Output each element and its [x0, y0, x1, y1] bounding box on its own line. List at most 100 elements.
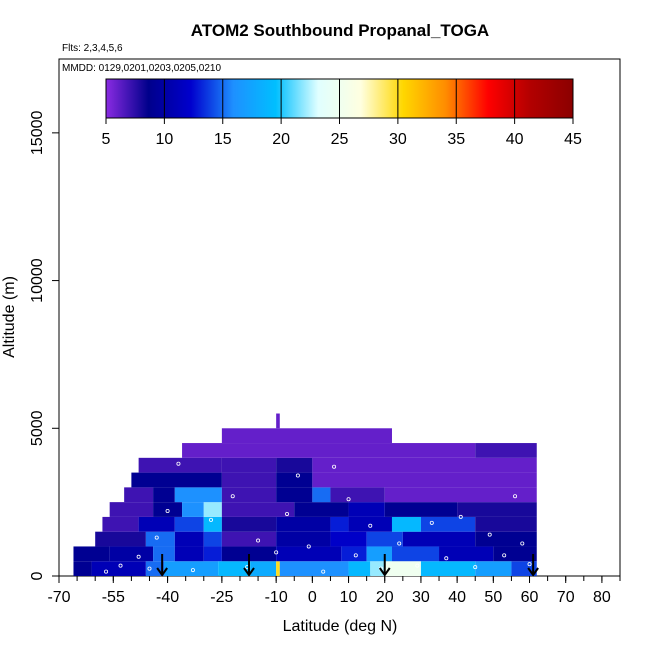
y-axis-label: Altitude (m) [1, 276, 18, 358]
sample-point [473, 565, 478, 570]
heatmap-cell [330, 487, 385, 503]
x-tick-label: 60 [521, 589, 539, 606]
heatmap-cell [457, 502, 537, 517]
heatmap-cell [391, 516, 421, 532]
heatmap-cell [366, 531, 403, 547]
colorbar-tick-label: 10 [155, 131, 173, 148]
sample-point [190, 568, 195, 573]
sample-point [444, 556, 449, 561]
colorbar: 5 10 15 20 25 30 35 40 45 [102, 78, 582, 148]
heatmap-cell [221, 487, 277, 503]
x-axis: -70 -55 -40 -25 -10 0 10 20 30 40 50 60 70 80 [47, 576, 621, 606]
heatmap-cell [330, 516, 349, 532]
sample-point [306, 544, 311, 549]
sample-point [256, 538, 261, 543]
y-tick-label: 10000 [29, 258, 46, 303]
sample-point [487, 532, 492, 537]
x-tick-label: -25 [210, 589, 233, 606]
y-axis: 0 5000 10000 15000 [29, 111, 59, 580]
heatmap-cell [138, 457, 222, 473]
heatmap-cell [91, 561, 146, 576]
heatmap-cell [102, 516, 139, 532]
heatmap-cell [174, 516, 204, 532]
heatmap-cell [384, 561, 421, 576]
heatmap-cell [402, 531, 476, 547]
heatmap-cell [391, 546, 440, 562]
heatmap-cell [475, 531, 537, 547]
heatmap-cell [475, 443, 537, 458]
heatmap-cell [475, 516, 537, 532]
y-tick-label: 5000 [29, 410, 46, 446]
heatmap-cell [312, 487, 331, 503]
heatmap-cell [109, 502, 154, 517]
heatmap-cell [384, 487, 537, 503]
sample-point [154, 535, 159, 540]
x-tick-label: 50 [484, 589, 502, 606]
chart-subtitle: Flts: 2,3,4,5,6 [62, 43, 123, 54]
heatmap-cell [203, 531, 222, 547]
x-tick-label: 0 [308, 589, 317, 606]
heatmap-cell [276, 516, 331, 532]
heatmap-cell [153, 546, 175, 562]
heatmap-cell [203, 546, 222, 562]
profile-arrows [156, 554, 539, 577]
heatmap-cell [276, 487, 313, 503]
heatmap-cell [138, 516, 175, 532]
colorbar-tick-label: 25 [331, 131, 349, 148]
heatmap-cell [221, 457, 277, 473]
sample-point [502, 553, 507, 558]
sample-point [368, 523, 373, 528]
colorbar-tick-label: 35 [447, 131, 465, 148]
x-tick-label: 20 [376, 589, 394, 606]
heatmap-cell [174, 531, 204, 547]
sample-point [520, 541, 525, 546]
heatmap-cell [276, 546, 342, 562]
sample-point [274, 550, 279, 555]
sample-point [209, 517, 214, 522]
x-tick-label: -40 [156, 589, 179, 606]
heatmap-cell [276, 472, 313, 488]
colorbar-tick-label: 40 [506, 131, 524, 148]
colorbar-tick-label: 45 [564, 131, 582, 148]
profile-arrow [378, 554, 391, 577]
sample-point [147, 566, 152, 571]
heatmap-cell [312, 457, 537, 473]
colorbar-tick-label: 15 [214, 131, 232, 148]
heatmap-cell [312, 472, 537, 488]
colorbar-tick-label: 5 [102, 131, 111, 148]
heatmap-cell [475, 561, 512, 576]
heatmap-cell [174, 546, 204, 562]
x-tick-label: 10 [340, 589, 358, 606]
heatmap-cell [218, 561, 251, 576]
profile-arrow [527, 554, 539, 577]
heatmap-cell [276, 531, 331, 547]
heatmap-cell [124, 487, 154, 503]
sample-point [513, 494, 518, 499]
x-tick-label: 30 [412, 589, 430, 606]
heatmap-cell [221, 502, 295, 517]
heatmap-cell [73, 546, 110, 562]
chart-title: ATOM2 Southbound Propanal_TOGA [191, 21, 489, 40]
heatmap-cell [182, 443, 476, 458]
heatmap-cell [203, 502, 222, 517]
heatmap-cell [420, 561, 476, 576]
heatmap-cell [420, 516, 476, 532]
heatmap-cell [145, 531, 175, 547]
heatmap-cell [348, 561, 371, 576]
x-tick-label: 70 [557, 589, 575, 606]
sample-point [527, 562, 532, 567]
sample-point [285, 511, 290, 516]
heatmap-cell [221, 516, 277, 532]
heatmap-cell [384, 502, 458, 517]
sample-point [295, 473, 300, 478]
x-tick-label: 40 [448, 589, 466, 606]
heatmap-cell [276, 457, 313, 473]
chart-annotation: MMDD: 0129,0201,0203,0205,0210 [62, 63, 221, 74]
heatmap-cell [182, 502, 204, 517]
heatmap-cell [370, 561, 385, 576]
colorbar-tick-label: 20 [272, 131, 290, 148]
heatmap-cell [279, 561, 349, 576]
profile-arrow [156, 554, 168, 577]
heatmap-cell [439, 546, 494, 562]
